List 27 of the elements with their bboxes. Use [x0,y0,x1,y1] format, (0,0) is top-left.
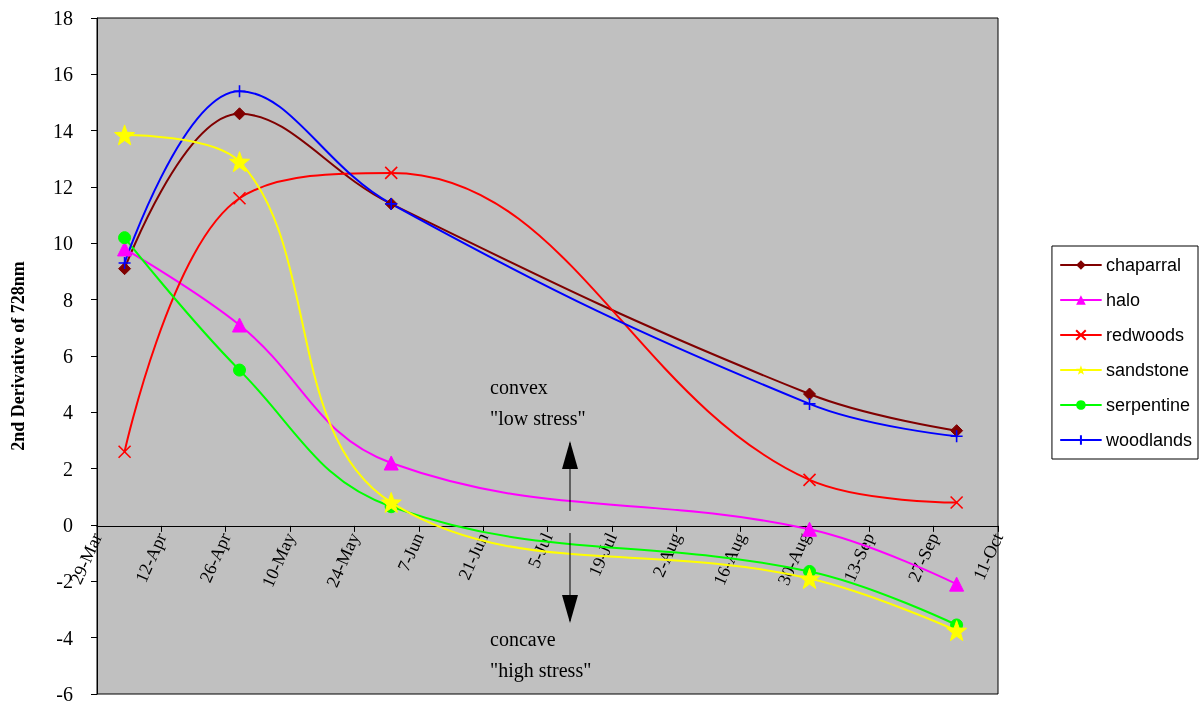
y-tick-label: 2 [63,457,73,480]
x-tick-label: 11-Oct [968,529,1008,583]
legend-label: redwoods [1105,325,1184,345]
y-tick-label: 14 [53,119,73,142]
legend-label: sandstone [1105,360,1190,380]
legend-label: chaparral [1105,255,1181,275]
legend-label: halo [1105,290,1140,310]
annotation: concave "high stress" [490,627,592,682]
x-tick-label: 12-Apr [131,529,171,586]
y-tick-label: 12 [53,176,73,198]
y-tick-label: 0 [63,514,73,536]
y-axis-title: 2nd Derivative of 728nm [8,261,28,451]
y-tick-label: 6 [63,345,73,367]
legend-label: woodlands [1104,430,1192,450]
y-tick-label: -4 [56,626,73,649]
annotation: convex "low stress" [490,375,586,429]
y-tick-label: -2 [56,570,73,593]
y-tick-label: 16 [53,63,73,86]
y-tick-label: 8 [63,288,73,311]
y-tick-label: 4 [63,401,73,424]
y-tick-label: -6 [56,683,73,705]
y-tick-label: 10 [53,232,73,255]
y-tick-label: 18 [53,7,73,29]
legend-label: serpentine [1105,395,1190,415]
x-tick-label: 5-Jul [523,529,557,571]
x-tick-label: 19-Jul [584,529,621,580]
x-tick-label: 7-Jun [393,529,428,575]
